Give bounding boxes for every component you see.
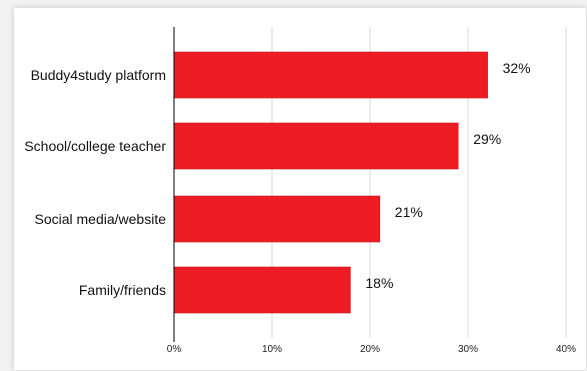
bar-0: [173, 51, 488, 99]
x-tick-label-1: 10%: [262, 344, 282, 355]
bar-2: [173, 195, 381, 243]
category-labels: Buddy4study platform School/college teach…: [24, 67, 166, 298]
category-label-2: Social media/website: [34, 211, 166, 227]
value-label-3: 18%: [365, 275, 393, 291]
category-label-1: School/college teacher: [24, 138, 166, 154]
value-label-1: 29%: [473, 131, 501, 147]
category-label-3: Family/friends: [79, 282, 166, 298]
x-tick-label-2: 20%: [360, 344, 380, 355]
x-tick-label-0: 0%: [167, 344, 182, 355]
bar-1: [173, 122, 459, 170]
x-tick-label-4: 40%: [556, 344, 576, 355]
value-label-0: 32%: [503, 60, 531, 76]
value-label-2: 21%: [395, 204, 423, 220]
x-tick-labels: 0% 10% 20% 30% 40%: [167, 344, 576, 355]
category-label-0: Buddy4study platform: [31, 67, 166, 83]
x-tick-label-3: 30%: [458, 344, 478, 355]
bars: [173, 51, 488, 314]
value-labels: 32% 29% 21% 18%: [365, 60, 530, 291]
bar-3: [173, 266, 351, 314]
